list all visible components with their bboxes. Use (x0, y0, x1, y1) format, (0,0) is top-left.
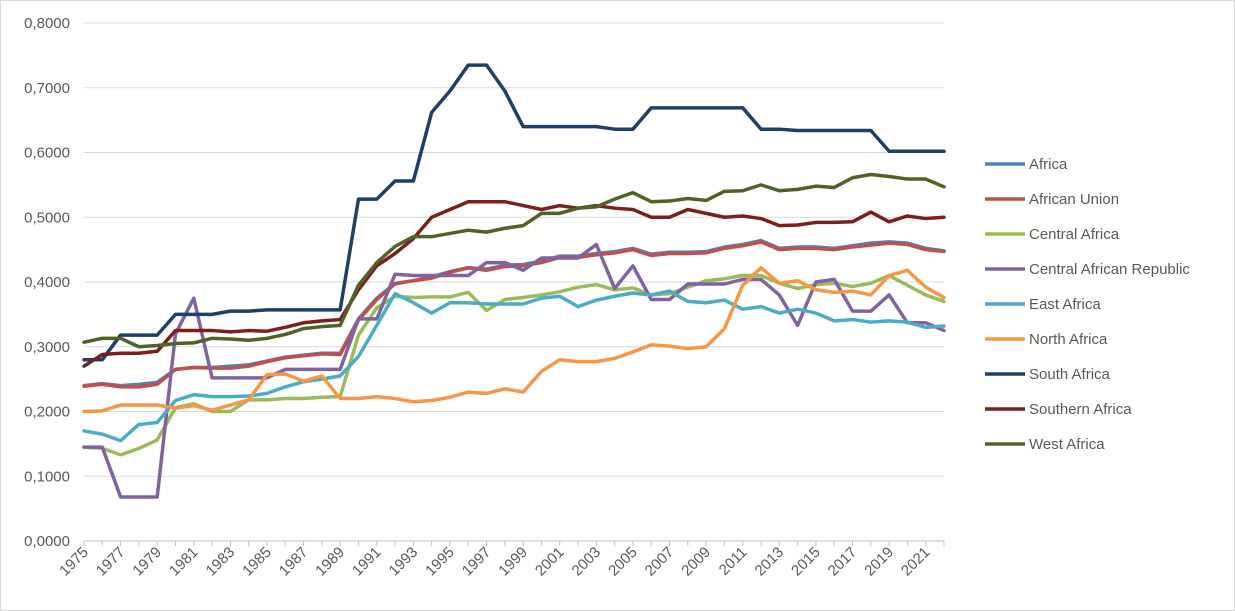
legend-label-central-african-republic: Central African Republic (1029, 261, 1190, 278)
legend-label-east-africa: East Africa (1029, 296, 1101, 313)
series-line-central-africa (82, 273, 946, 457)
series-line-west-africa (82, 172, 946, 349)
y-tick-label: 0,1000 (24, 468, 70, 485)
series-lines (82, 63, 946, 499)
legend-label-west-africa: West Africa (1029, 436, 1105, 453)
y-tick-label: 0,8000 (24, 15, 70, 32)
y-tick-label: 0,7000 (24, 80, 70, 97)
legend-label-africa: Africa (1029, 156, 1068, 173)
y-tick-label: 0,4000 (24, 274, 70, 291)
series-line-south-africa (82, 63, 946, 362)
y-tick-label: 0,5000 (24, 209, 70, 226)
legend: Africa African Union Central Africa Central… (985, 156, 1190, 453)
y-tick-label: 0,3000 (24, 339, 70, 356)
y-axis-tick-labels: 0,0000 0,1000 0,2000 0,3000 0,4000 0,5000 0,60… (24, 15, 70, 550)
axes (83, 540, 945, 546)
y-tick-label: 0,2000 (24, 404, 70, 421)
series-line-central-african-republic (82, 242, 946, 499)
legend-label-african-union: African Union (1029, 191, 1119, 208)
legend-label-north-africa: North Africa (1029, 331, 1108, 348)
legend-label-south-africa: South Africa (1029, 366, 1111, 383)
series-line-southern-africa (82, 199, 946, 368)
legend-label-southern-africa: Southern Africa (1029, 401, 1132, 418)
series-line-north-africa (82, 266, 946, 414)
y-tick-label: 0,6000 (24, 145, 70, 162)
y-tick-label: 0,0000 (24, 533, 70, 550)
legend-label-central-africa: Central Africa (1029, 226, 1120, 243)
series-line-east-africa (82, 289, 946, 443)
